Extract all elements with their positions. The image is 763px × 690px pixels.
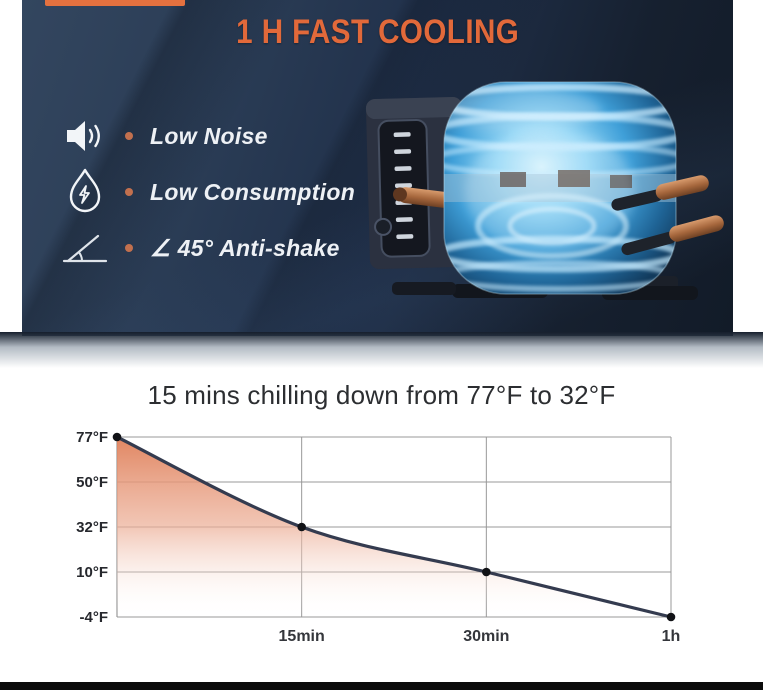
y-tick-label: 50°F [76,474,108,491]
compressor-image [365,81,724,300]
copper-pipe-right-lower [621,215,724,256]
bullet-dot [125,244,133,252]
y-tick-label: -4°F [80,609,109,626]
speaker-icon [60,112,110,160]
y-tick-label: 32°F [76,519,108,536]
bullet-dot [125,188,133,196]
data-point [482,567,491,577]
feature-label: ∠ 45° Anti-shake [150,234,340,261]
accent-bar [45,0,185,6]
feature-item-low-consumption: Low Consumption [60,168,355,216]
angle-45-icon [60,224,110,272]
feature-item-anti-shake: ∠ 45° Anti-shake [60,224,355,272]
footer-bar [0,682,763,690]
cooling-line [115,435,673,619]
chart-title: 15 mins chilling down from 77°F to 32°F [147,380,616,410]
feature-list: Low Noise Low Consumption [60,112,355,272]
cooling-area [117,437,671,617]
hero-title: 1 H FAST COOLING [22,13,733,52]
droplet-bolt-icon [60,168,110,216]
y-tick-label: 10°F [76,564,108,581]
hero-panel: 1 H FAST COOLING Low Noise [22,0,733,336]
cooling-chart: 77°F 50°F 32°F 10°F -4°F 15min 30min 1h [76,429,680,645]
y-tick-label: 77°F [76,429,108,446]
bullet-dot [125,132,133,140]
feature-label: Low Noise [150,122,268,149]
x-tick-label: 1h [662,628,681,645]
chart-plot: 77°F 50°F 32°F 10°F -4°F 15min 30min 1h [76,429,680,645]
copper-pipe-right-upper [611,175,709,211]
data-point [297,522,306,532]
data-point [666,612,676,622]
feature-label: Low Consumption [150,178,356,205]
data-point [112,432,122,442]
x-tick-label: 15min [279,628,325,645]
x-tick-label: 30min [463,628,509,645]
hero-title-text: 1 H FAST COOLING [235,13,520,51]
feature-item-low-noise: Low Noise [60,112,355,160]
hero-fade [0,332,763,368]
